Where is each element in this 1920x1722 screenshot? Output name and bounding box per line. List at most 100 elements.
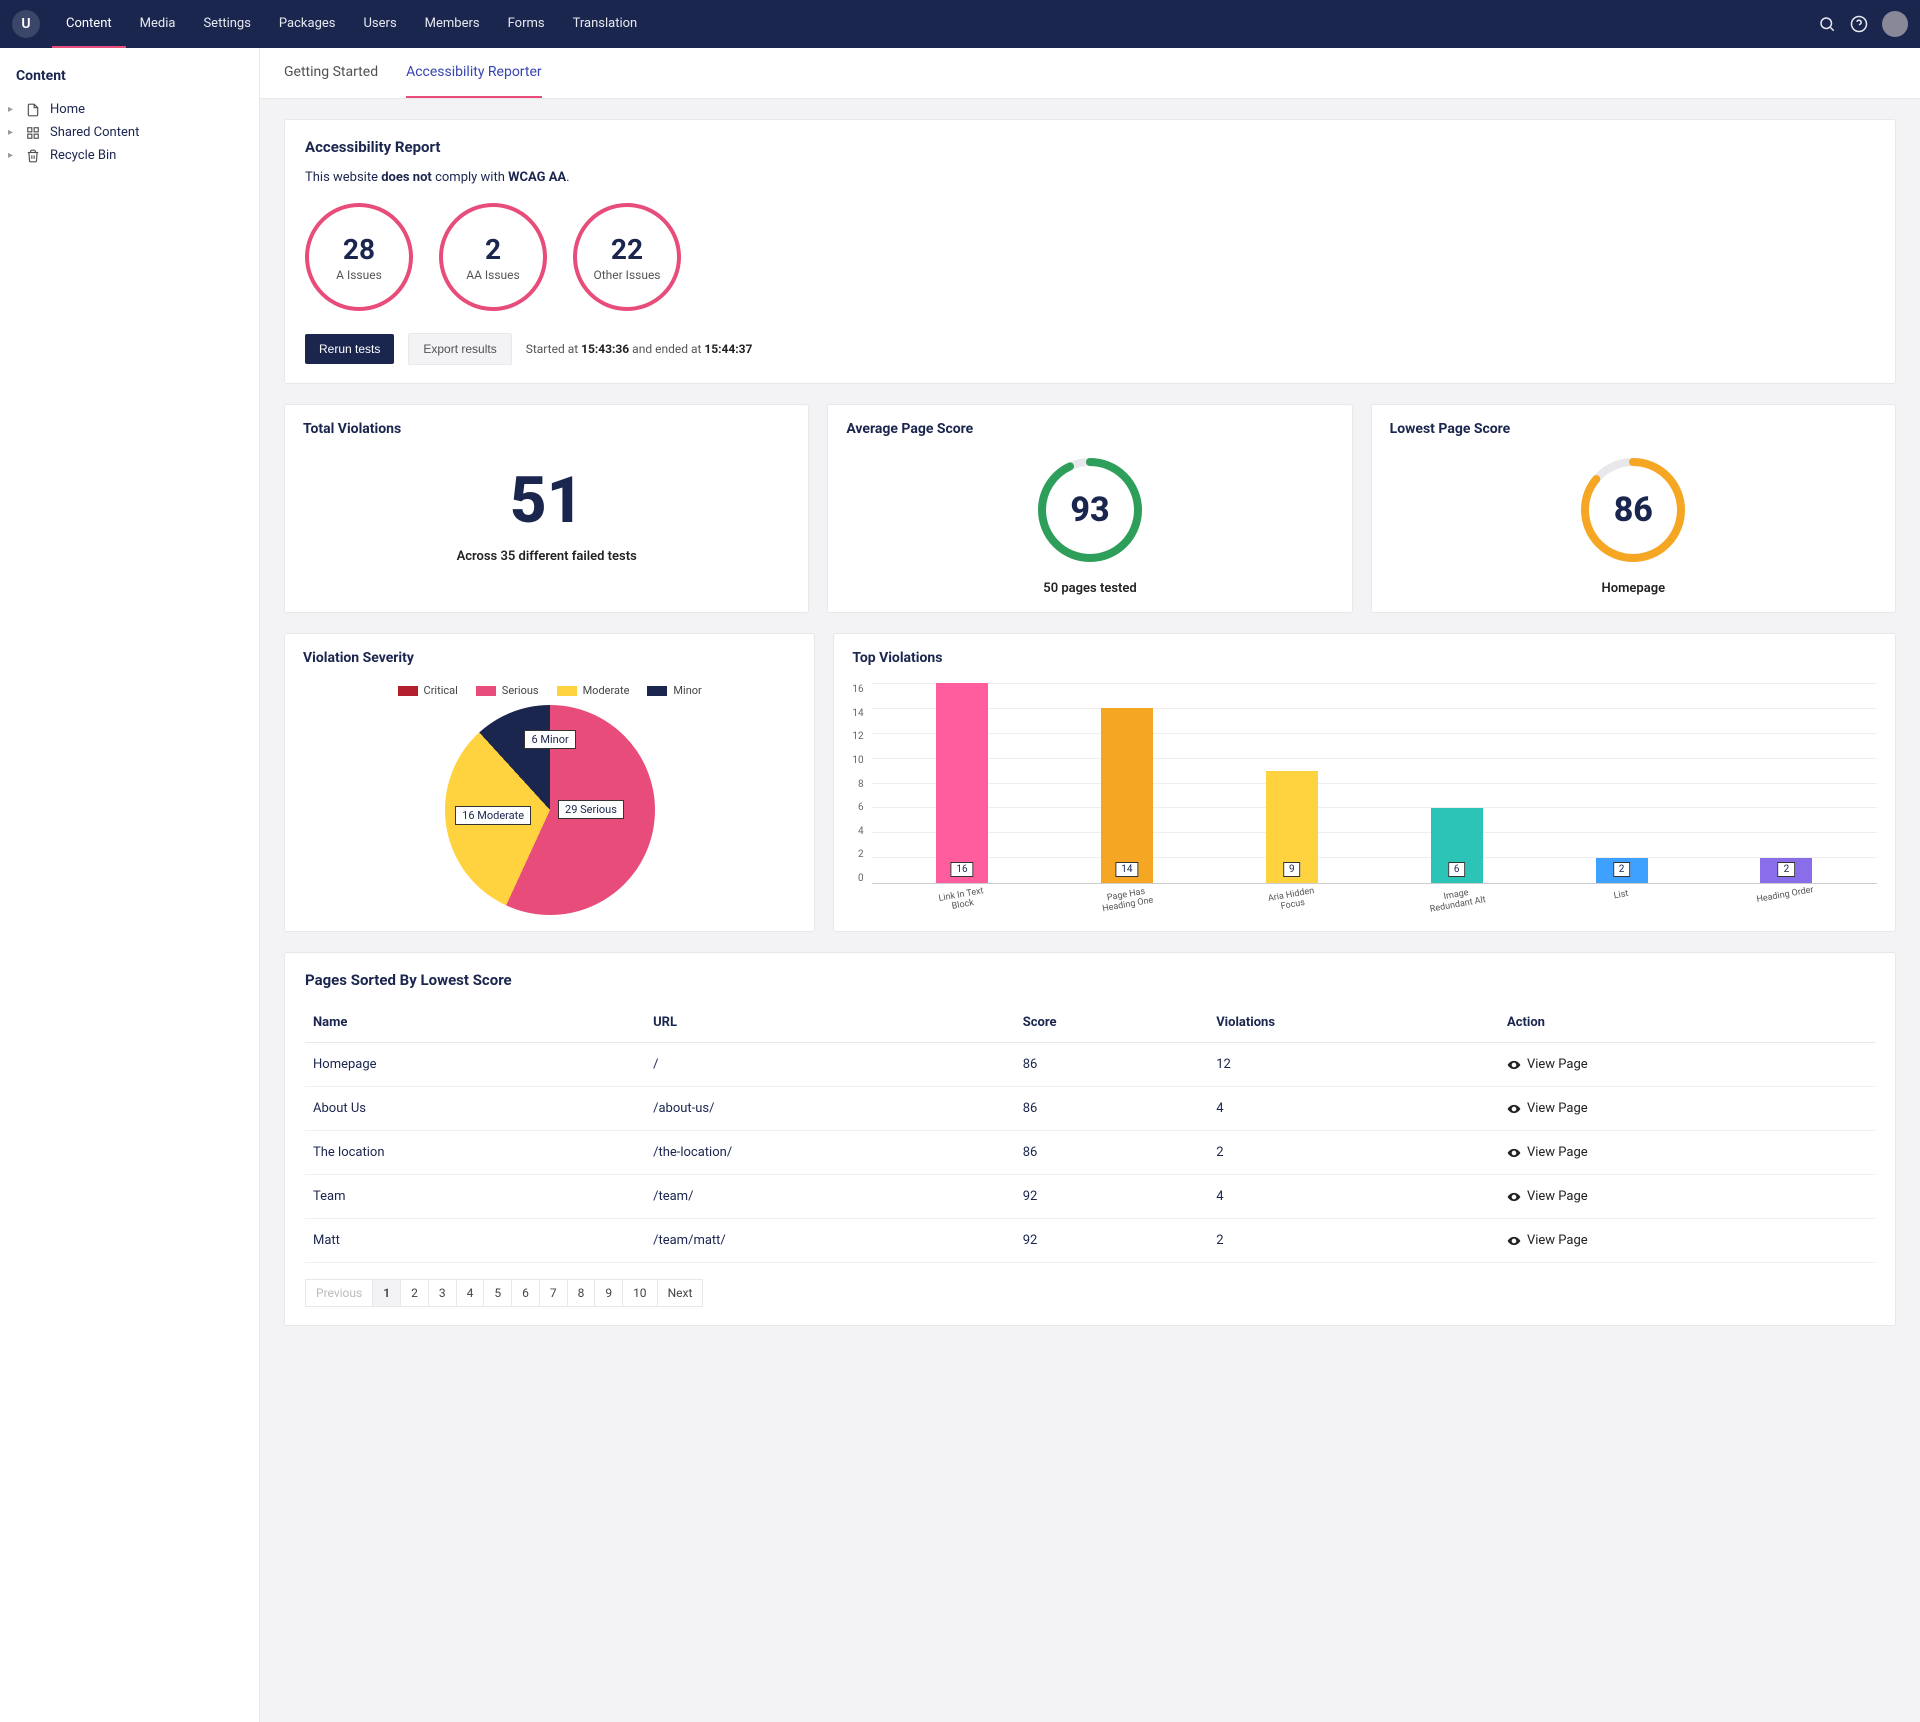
pager-page[interactable]: 4 — [457, 1280, 485, 1306]
pager-page[interactable]: 6 — [512, 1280, 540, 1306]
bar-label: Image Redundant Alt — [1425, 885, 1488, 915]
eye-icon — [1507, 1102, 1521, 1116]
issue-count: 28 — [343, 233, 375, 266]
legend-swatch — [557, 686, 577, 696]
legend-swatch — [398, 686, 418, 696]
logo[interactable]: U — [12, 10, 40, 38]
topnav-item-content[interactable]: Content — [52, 0, 126, 48]
tree-item-label: Recycle Bin — [50, 148, 116, 163]
total-violations-value: 51 — [510, 469, 584, 533]
top-violations-chart: 1614121086420 16149622 Link In Text Bloc… — [852, 684, 1877, 910]
topnav-item-users[interactable]: Users — [350, 0, 411, 48]
tree-item-shared-content[interactable]: ▸Shared Content — [8, 121, 251, 144]
topnav-item-members[interactable]: Members — [411, 0, 494, 48]
bar: 2 — [1760, 858, 1812, 883]
cell-name: About Us — [305, 1087, 645, 1131]
pager-page[interactable]: 7 — [540, 1280, 568, 1306]
topbar: U ContentMediaSettingsPackagesUsersMembe… — [0, 0, 1920, 48]
report-title: Accessibility Report — [305, 138, 1875, 156]
cell-name: Homepage — [305, 1043, 645, 1087]
topnav-item-forms[interactable]: Forms — [494, 0, 559, 48]
pager-next[interactable]: Next — [658, 1280, 703, 1306]
pages-table-title: Pages Sorted By Lowest Score — [305, 971, 1875, 989]
bar-value: 2 — [1613, 862, 1631, 877]
pager-page[interactable]: 9 — [595, 1280, 623, 1306]
pages-table-card: Pages Sorted By Lowest Score NameURLScor… — [284, 952, 1896, 1326]
export-button[interactable]: Export results — [408, 333, 511, 365]
eye-icon — [1507, 1234, 1521, 1248]
top-violations-title: Top Violations — [852, 650, 1877, 666]
bar: 6 — [1431, 808, 1483, 883]
cell-name: The location — [305, 1131, 645, 1175]
pager-page[interactable]: 8 — [568, 1280, 596, 1306]
score-value: 86 — [1578, 455, 1688, 565]
view-page-link[interactable]: View Page — [1507, 1233, 1867, 1248]
cell-violations: 12 — [1208, 1043, 1499, 1087]
bar-label: Heading Order — [1755, 885, 1818, 915]
report-actions: Rerun tests Export results Started at 15… — [305, 333, 1875, 365]
view-page-link[interactable]: View Page — [1507, 1145, 1867, 1160]
content-tree: ▸Home▸Shared Content ▸ Recycle Bin — [8, 98, 251, 167]
pager-page[interactable]: 2 — [401, 1280, 429, 1306]
average-score-subtext: 50 pages tested — [1043, 581, 1136, 596]
pager: Previous12345678910Next — [305, 1279, 703, 1307]
view-page-link[interactable]: View Page — [1507, 1189, 1867, 1204]
eye-icon — [1507, 1058, 1521, 1072]
table-header: Name — [305, 1003, 645, 1043]
total-violations-card: Total Violations 51 Across 35 different … — [284, 404, 809, 613]
severity-card: Violation Severity CriticalSeriousModera… — [284, 633, 815, 932]
pager-page[interactable]: 1 — [373, 1280, 401, 1306]
topnav-item-settings[interactable]: Settings — [189, 0, 264, 48]
issue-label: A Issues — [336, 268, 382, 282]
average-score-title: Average Page Score — [846, 421, 1333, 437]
caret-icon: ▸ — [8, 150, 18, 161]
bar: 2 — [1596, 858, 1648, 883]
view-page-link[interactable]: View Page — [1507, 1057, 1867, 1072]
bar: 16 — [936, 683, 988, 883]
tree-item-label: Home — [50, 102, 85, 117]
cell-url: /the-location/ — [645, 1131, 1015, 1175]
topnav: ContentMediaSettingsPackagesUsersMembers… — [52, 0, 651, 48]
bar-label: Aria Hidden Focus — [1261, 885, 1324, 915]
help-icon[interactable] — [1850, 15, 1868, 33]
topnav-item-media[interactable]: Media — [126, 0, 190, 48]
cell-url: / — [645, 1043, 1015, 1087]
average-score-card: Average Page Score 93 50 pages tested — [827, 404, 1352, 613]
trash-icon — [26, 149, 42, 163]
bar-y-axis: 1614121086420 — [852, 684, 871, 884]
view-page-link[interactable]: View Page — [1507, 1101, 1867, 1116]
severity-title: Violation Severity — [303, 650, 796, 666]
pager-page[interactable]: 10 — [623, 1280, 658, 1306]
tab-accessibility-reporter[interactable]: Accessibility Reporter — [406, 48, 542, 98]
table-row: Team/team/924View Page — [305, 1175, 1875, 1219]
tab-getting-started[interactable]: Getting Started — [284, 48, 378, 98]
legend-label: Minor — [673, 684, 701, 697]
tree-item-home[interactable]: ▸Home — [8, 98, 251, 121]
tree-item-label: Shared Content — [50, 125, 139, 140]
topbar-right — [1818, 11, 1908, 37]
cell-name: Matt — [305, 1219, 645, 1263]
bar-value: 16 — [950, 862, 973, 877]
tree-item-recycle-bin[interactable]: ▸ Recycle Bin — [8, 144, 251, 167]
bars-zone: 16149622 — [872, 684, 1877, 884]
pager-page[interactable]: 3 — [429, 1280, 457, 1306]
legend-swatch — [476, 686, 496, 696]
compliance-suffix: . — [566, 170, 569, 185]
pie-slice-label: 16 Moderate — [455, 806, 531, 825]
issue-label: AA Issues — [466, 268, 519, 282]
rerun-button[interactable]: Rerun tests — [305, 334, 394, 364]
total-violations-subtext: Across 35 different failed tests — [457, 549, 637, 564]
lowest-score-subtext: Homepage — [1602, 581, 1666, 596]
pager-page[interactable]: 5 — [484, 1280, 512, 1306]
topnav-item-packages[interactable]: Packages — [265, 0, 350, 48]
bar-value: 9 — [1283, 862, 1301, 877]
issue-circle: 22Other Issues — [573, 203, 681, 311]
severity-legend: CriticalSeriousModerateMinor — [303, 684, 796, 697]
compliance-level: WCAG AA — [508, 170, 566, 185]
user-avatar[interactable] — [1882, 11, 1908, 37]
topnav-item-translation[interactable]: Translation — [559, 0, 652, 48]
bar-label: List — [1590, 885, 1653, 915]
table-header: URL — [645, 1003, 1015, 1043]
pager-prev[interactable]: Previous — [306, 1280, 373, 1306]
search-icon[interactable] — [1818, 15, 1836, 33]
